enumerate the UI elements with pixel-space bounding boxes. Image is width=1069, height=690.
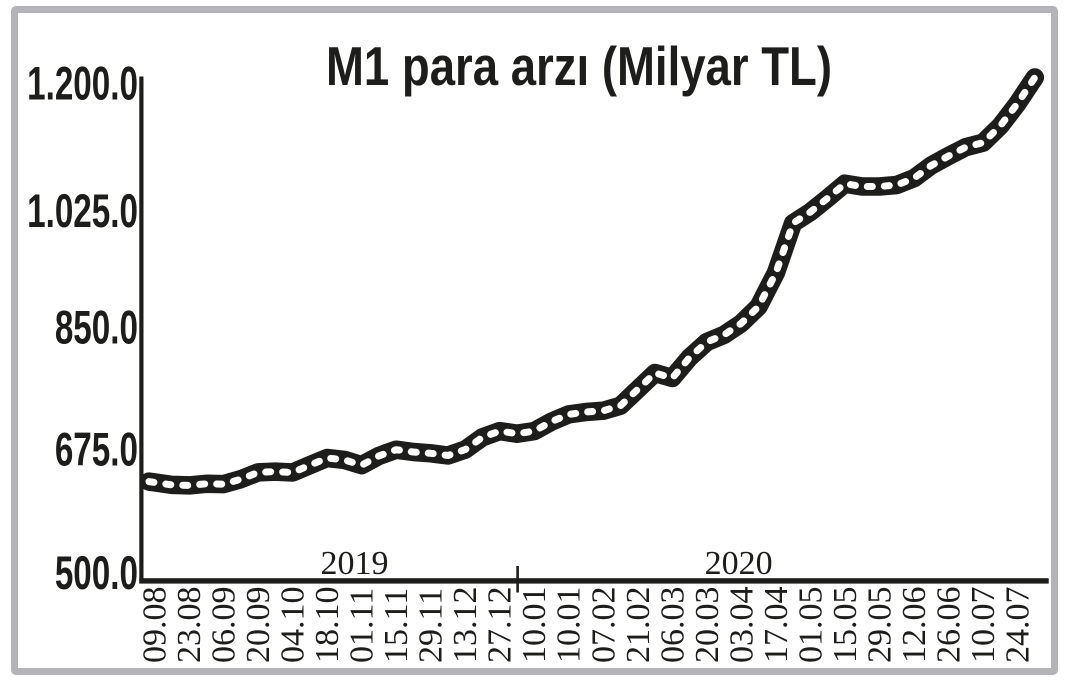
svg-text:24.07: 24.07: [1000, 587, 1037, 664]
svg-text:500.0: 500.0: [55, 546, 138, 599]
svg-text:20.03: 20.03: [689, 587, 726, 664]
svg-text:01.05: 01.05: [792, 587, 829, 664]
svg-text:23.08: 23.08: [171, 587, 208, 664]
svg-text:04.10: 04.10: [275, 587, 312, 664]
svg-text:1.025.0: 1.025.0: [27, 184, 138, 237]
svg-text:1.200.0: 1.200.0: [27, 56, 138, 109]
svg-text:29.05: 29.05: [861, 587, 898, 664]
svg-text:27.12: 27.12: [482, 587, 519, 664]
svg-text:09.08: 09.08: [137, 587, 174, 664]
svg-text:07.02: 07.02: [585, 587, 622, 664]
svg-text:10.01: 10.01: [551, 587, 588, 664]
svg-text:13.12: 13.12: [447, 587, 484, 664]
svg-text:18.10: 18.10: [309, 587, 346, 664]
svg-text:26.06: 26.06: [931, 587, 968, 664]
svg-text:03.04: 03.04: [723, 587, 760, 664]
svg-text:15.05: 15.05: [827, 587, 864, 664]
svg-text:01.11: 01.11: [344, 588, 381, 663]
svg-text:M1 para arzı (Milyar TL): M1 para arzı (Milyar TL): [326, 35, 832, 97]
svg-text:06.03: 06.03: [654, 587, 691, 664]
svg-text:29.11: 29.11: [413, 588, 450, 663]
svg-text:675.0: 675.0: [55, 423, 138, 476]
svg-text:10.01: 10.01: [516, 587, 553, 664]
svg-text:17.04: 17.04: [758, 587, 795, 664]
svg-text:2019: 2019: [321, 545, 389, 582]
svg-text:10.07: 10.07: [965, 587, 1002, 664]
svg-text:850.0: 850.0: [55, 300, 138, 353]
svg-text:12.06: 12.06: [896, 587, 933, 664]
svg-text:15.11: 15.11: [378, 588, 415, 663]
svg-text:20.09: 20.09: [240, 587, 277, 664]
svg-text:21.02: 21.02: [620, 587, 657, 664]
svg-text:2020: 2020: [705, 545, 773, 582]
svg-text:06.09: 06.09: [206, 587, 243, 664]
